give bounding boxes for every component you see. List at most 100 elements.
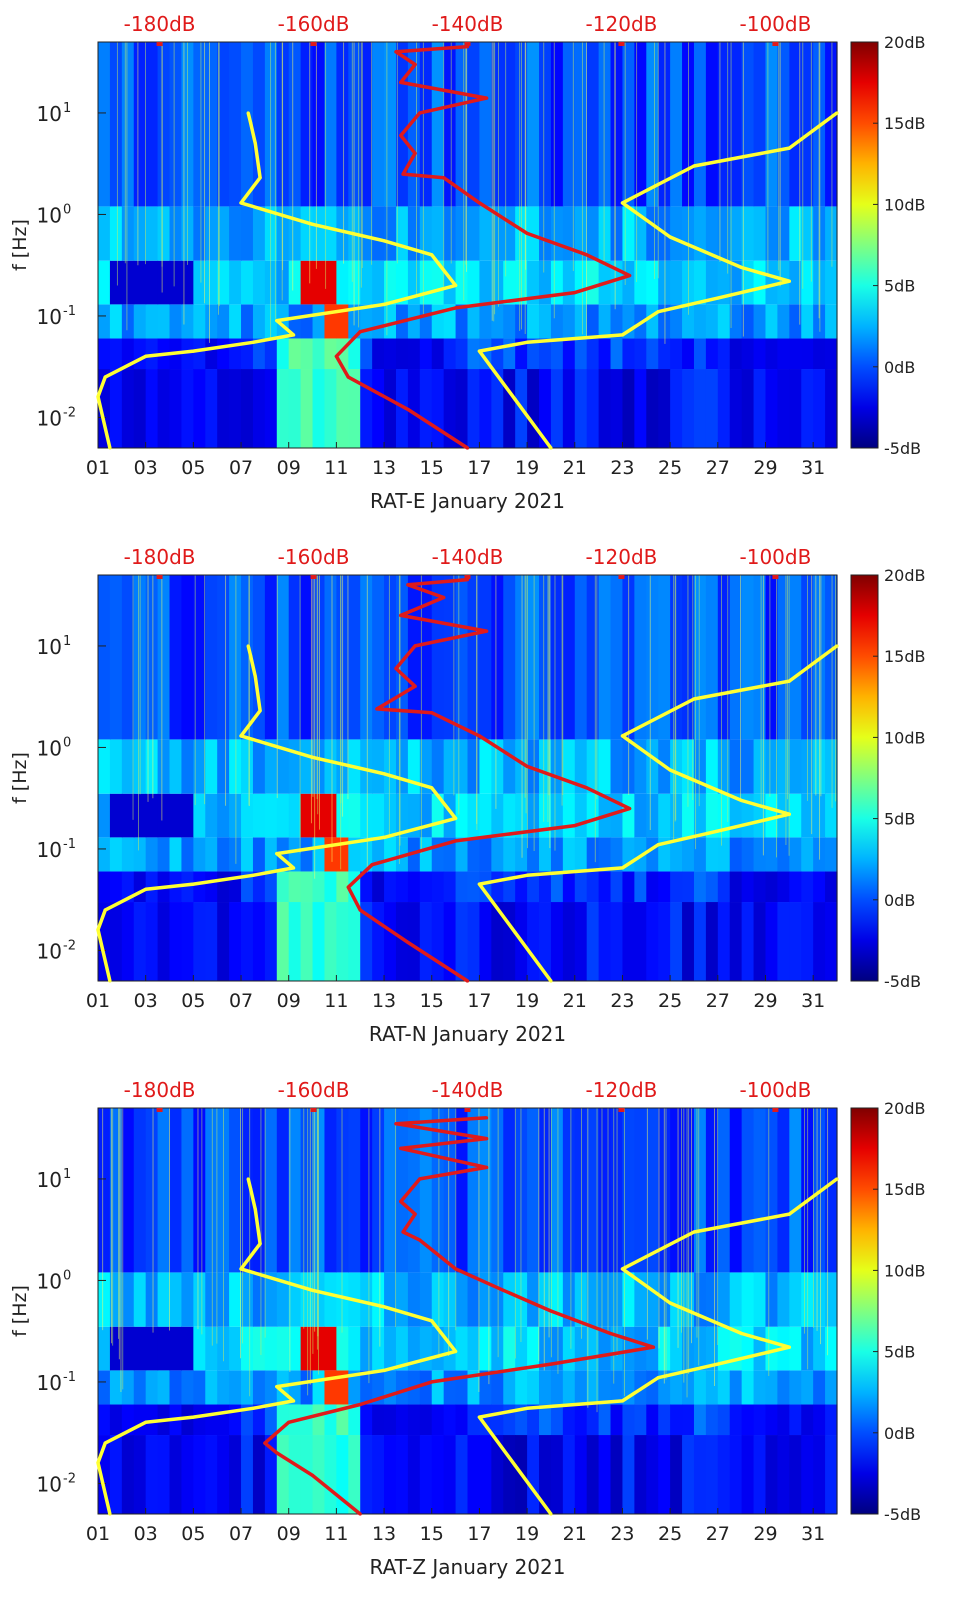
- colorbar-tick-label: 0dB: [884, 1424, 915, 1443]
- series-point: [453, 839, 458, 843]
- series-point: [453, 1349, 458, 1353]
- series-point: [620, 1267, 625, 1271]
- series-point: [144, 354, 148, 358]
- top-tick-label: -180dB: [124, 1078, 196, 1102]
- top-tick: [464, 575, 471, 579]
- top-tick-label: -100dB: [740, 12, 812, 36]
- series-point: [651, 1345, 656, 1349]
- x-tick-label: 29: [753, 457, 777, 479]
- x-tick-label: 29: [753, 1523, 777, 1545]
- series-point: [191, 882, 195, 886]
- series-point: [382, 239, 386, 243]
- y-tick-label: 10: [37, 1168, 62, 1192]
- series-point: [668, 1301, 672, 1305]
- series-point: [484, 1165, 489, 1169]
- series-point: [513, 1463, 517, 1468]
- series-point: [716, 1362, 720, 1366]
- x-tick-label: 27: [706, 457, 730, 479]
- x-tick-label: 31: [801, 1523, 825, 1545]
- series-point: [310, 755, 315, 759]
- series-yellow-right: [477, 644, 839, 983]
- x-tick-label: 15: [420, 457, 444, 479]
- series-point: [382, 302, 386, 306]
- series-point: [394, 666, 398, 671]
- top-tick: [618, 575, 625, 579]
- x-tick-label: 15: [420, 990, 444, 1012]
- top-tick: [310, 1108, 317, 1112]
- series-point: [413, 1212, 417, 1216]
- x-tick-label: 09: [277, 990, 301, 1012]
- series-point: [484, 629, 489, 633]
- series-point: [382, 1305, 386, 1309]
- x-tick-label: 17: [467, 1523, 491, 1545]
- x-tick-label: 21: [563, 1523, 587, 1545]
- x-tick-label: 15: [420, 1523, 444, 1545]
- series-point: [263, 1441, 267, 1445]
- top-tick-label: -160dB: [278, 1078, 350, 1102]
- series-point: [358, 330, 362, 334]
- series-point: [358, 1402, 362, 1407]
- series-point: [251, 873, 255, 877]
- top-tick: [772, 575, 779, 579]
- series-point: [442, 176, 446, 180]
- series-point: [275, 318, 279, 323]
- series-point: [430, 1380, 434, 1384]
- series-yellow-left: [96, 112, 458, 449]
- series-point: [549, 1362, 553, 1366]
- series-point: [406, 407, 410, 412]
- x-tick-label: 29: [753, 990, 777, 1012]
- x-tick-label: 23: [610, 1523, 634, 1545]
- y-axis-label: f [Hz]: [9, 752, 31, 804]
- series-point: [291, 333, 296, 337]
- series-point: [96, 1461, 100, 1465]
- x-tick-label: 19: [515, 457, 539, 479]
- series-point: [549, 1512, 553, 1516]
- series-point: [620, 734, 625, 738]
- series-point: [191, 349, 195, 353]
- series-point: [346, 375, 350, 379]
- y-tick-exponent: -2: [63, 405, 76, 420]
- series-point: [310, 1288, 315, 1292]
- y-axis-label: f [Hz]: [9, 219, 31, 271]
- series-point: [346, 885, 350, 889]
- colorbar: [850, 1107, 879, 1515]
- series-point: [310, 222, 315, 226]
- top-tick-label: -120dB: [586, 1078, 658, 1102]
- x-tick-label: 11: [324, 1523, 348, 1545]
- series-point: [585, 253, 589, 257]
- y-tick-exponent: 0: [63, 1268, 71, 1283]
- y-tick-exponent: 0: [63, 735, 71, 750]
- series-point: [692, 164, 696, 168]
- series-point: [418, 111, 422, 115]
- series-point: [513, 930, 517, 935]
- series-point: [430, 786, 434, 790]
- colorbar-tick-label: 5dB: [884, 810, 915, 829]
- x-tick-label: 17: [467, 990, 491, 1012]
- series-point: [787, 146, 791, 150]
- x-tick-label: 01: [86, 990, 110, 1012]
- series-point: [484, 1116, 489, 1120]
- top-tick: [772, 42, 779, 46]
- y-tick-label: 10: [37, 635, 62, 659]
- series-point: [573, 290, 577, 295]
- series-point: [430, 253, 434, 257]
- series-point: [465, 578, 470, 582]
- series-point: [430, 1319, 434, 1323]
- y-tick-label: 10: [37, 838, 62, 862]
- top-tick-label: -120dB: [586, 545, 658, 569]
- y-tick-exponent: -2: [63, 938, 76, 953]
- series-point: [96, 928, 100, 932]
- colorbar-tick-label: 0dB: [884, 891, 915, 910]
- colorbar-tick-label: -5dB: [884, 1505, 921, 1524]
- series-point: [406, 940, 410, 945]
- x-axis-label: RAT-E January 2021: [370, 489, 565, 513]
- series-point: [401, 1230, 405, 1234]
- series-point: [740, 798, 744, 803]
- y-tick-label: 10: [37, 736, 62, 760]
- series-point: [258, 709, 262, 713]
- series-point: [525, 1406, 529, 1410]
- spectrogram-background: [98, 42, 838, 448]
